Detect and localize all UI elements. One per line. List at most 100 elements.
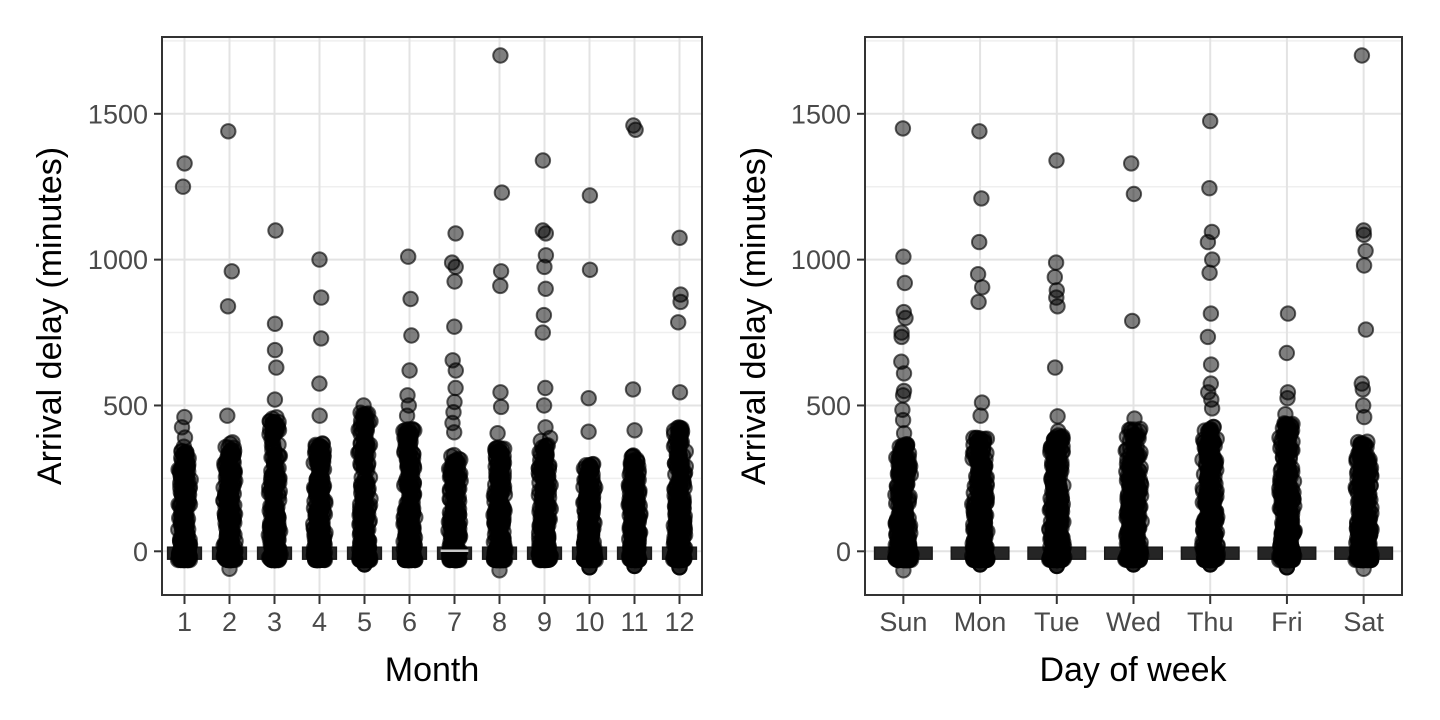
- points-layer: [964, 429, 996, 569]
- low-outlier-point: [356, 556, 373, 573]
- points-layer: [664, 419, 694, 569]
- x-tick-label: 10: [574, 607, 604, 637]
- x-tick-label: 4: [312, 607, 327, 637]
- category-marks: [166, 155, 203, 569]
- x-tick-label: 9: [537, 607, 552, 637]
- points-layer: [620, 447, 649, 569]
- category-marks: [1103, 155, 1164, 573]
- points-layer: [305, 435, 334, 569]
- x-tick-label: 7: [447, 607, 462, 637]
- outlier-points: [398, 248, 420, 442]
- outlier-points: [173, 155, 194, 446]
- low-outlier-point: [1278, 559, 1296, 576]
- y-tick-label: 1500: [88, 99, 148, 129]
- points-layer: [530, 429, 559, 569]
- category-marks: [211, 123, 248, 577]
- low-outlier-point: [1048, 557, 1066, 575]
- x-axis-title-day-of-week: Day of week: [1039, 651, 1227, 689]
- x-axis-title-month: Month: [384, 651, 480, 689]
- panel-day-of-week: 0 500 1000 1500 Sun Mon Tue Wed Thu Fri Sat: [791, 36, 1403, 637]
- x-tick-label: Fri: [1271, 607, 1302, 637]
- points-layer: [1041, 427, 1073, 569]
- category-marks: [873, 120, 933, 579]
- points-layer: [395, 421, 424, 569]
- category-marks: [391, 248, 428, 569]
- outlier-points: [1277, 305, 1297, 423]
- points-layer: [260, 409, 289, 569]
- points-layer: [575, 455, 604, 569]
- outlier-points: [1353, 47, 1375, 426]
- y-tick-label: 500: [806, 391, 851, 421]
- y-axis-title-day-panel: Arrival delay (minutes): [735, 146, 773, 486]
- x-tick-label: Tue: [1034, 607, 1080, 637]
- low-outlier-point: [221, 560, 238, 577]
- category-marks: [1257, 305, 1317, 576]
- points-layer: [169, 438, 199, 569]
- low-outlier-point: [626, 557, 643, 575]
- category-marks: [1334, 47, 1394, 577]
- outlier-points: [443, 225, 464, 441]
- y-tick-label: 0: [836, 537, 851, 567]
- points-layer: [1193, 418, 1227, 569]
- y-axis: 0 500 1000 1500: [88, 99, 162, 567]
- x-tick-label: Sat: [1343, 607, 1384, 637]
- y-tick-label: 500: [103, 391, 148, 421]
- x-tick-label: 2: [222, 607, 237, 637]
- x-tick-label: Thu: [1187, 607, 1234, 637]
- points-layer: [887, 436, 920, 569]
- category-marks: [436, 225, 473, 569]
- outlier-points: [969, 123, 991, 424]
- outlier-points: [219, 123, 241, 424]
- outlier-points: [534, 152, 555, 436]
- x-tick-label: 3: [267, 607, 282, 637]
- low-outlier-point: [581, 559, 598, 576]
- gridlines: [162, 37, 702, 595]
- low-outlier-point: [971, 556, 989, 573]
- outlier-points: [1123, 155, 1143, 427]
- category-marks: [526, 152, 563, 569]
- x-tick-label: 1: [177, 607, 192, 637]
- outlier-points: [264, 222, 285, 427]
- panel-border: [161, 36, 703, 596]
- category-marks: [616, 117, 653, 575]
- low-outlier-point: [671, 559, 688, 576]
- x-tick-label: 12: [664, 607, 694, 637]
- outlier-points: [1199, 112, 1221, 417]
- low-outlier-point: [1355, 560, 1372, 577]
- x-tick-label: Mon: [954, 607, 1007, 637]
- category-marks: [256, 222, 293, 569]
- outlier-points: [893, 120, 914, 442]
- outlier-points: [489, 47, 511, 442]
- points-layer: [1271, 415, 1304, 569]
- outlier-points: [355, 397, 375, 433]
- points-layer: [1117, 420, 1150, 569]
- category-marks: [1180, 112, 1240, 573]
- low-outlier-point: [1202, 556, 1219, 573]
- x-axis: 1 2 3 4 5 6 7 8 9 10 11 12: [177, 595, 695, 637]
- x-tick-label: 5: [357, 607, 372, 637]
- y-tick-label: 1500: [791, 99, 851, 129]
- points-layer: [440, 446, 469, 569]
- category-marks: [1027, 152, 1087, 575]
- x-tick-label: Wed: [1106, 607, 1161, 637]
- outlier-points: [580, 187, 599, 440]
- outlier-points: [670, 229, 689, 437]
- category-marks: [481, 47, 518, 579]
- x-axis: Sun Mon Tue Wed Thu Fri Sat: [879, 595, 1384, 637]
- category-marks: [950, 123, 1010, 573]
- category-marks: [346, 397, 383, 573]
- low-outlier-point: [1125, 556, 1142, 573]
- y-tick-label: 1000: [88, 245, 148, 275]
- points-layer: [215, 434, 244, 569]
- y-tick-label: 0: [133, 537, 148, 567]
- outlier-points: [311, 251, 330, 424]
- y-tick-label: 1000: [791, 245, 851, 275]
- category-marks: [301, 251, 338, 569]
- y-axis: 0 500 1000 1500: [791, 99, 865, 567]
- x-tick-label: Sun: [879, 607, 927, 637]
- points-layer: [485, 439, 514, 569]
- category-marks: [661, 229, 698, 576]
